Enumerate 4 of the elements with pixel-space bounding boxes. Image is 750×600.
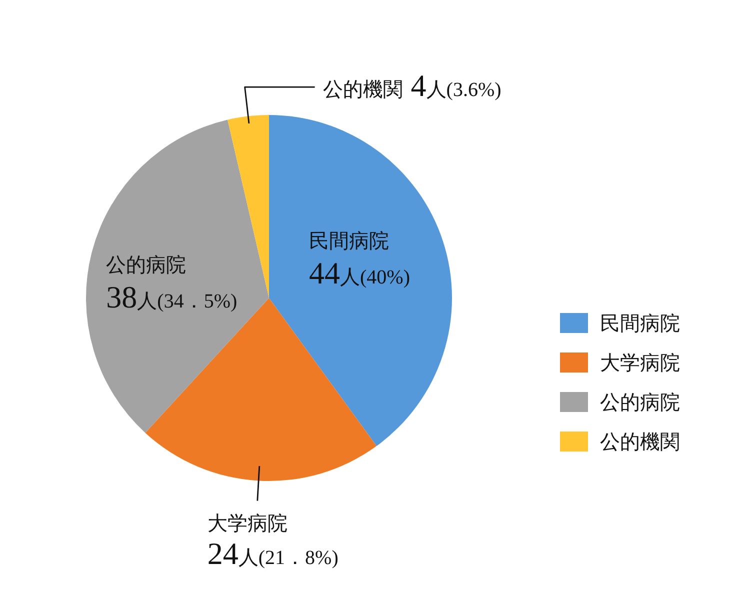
legend-label: 公的病院	[600, 392, 680, 414]
legend-label: 公的機関	[600, 432, 680, 454]
legend-label: 民間病院	[600, 313, 680, 335]
legend-label: 大学病院	[600, 352, 680, 374]
